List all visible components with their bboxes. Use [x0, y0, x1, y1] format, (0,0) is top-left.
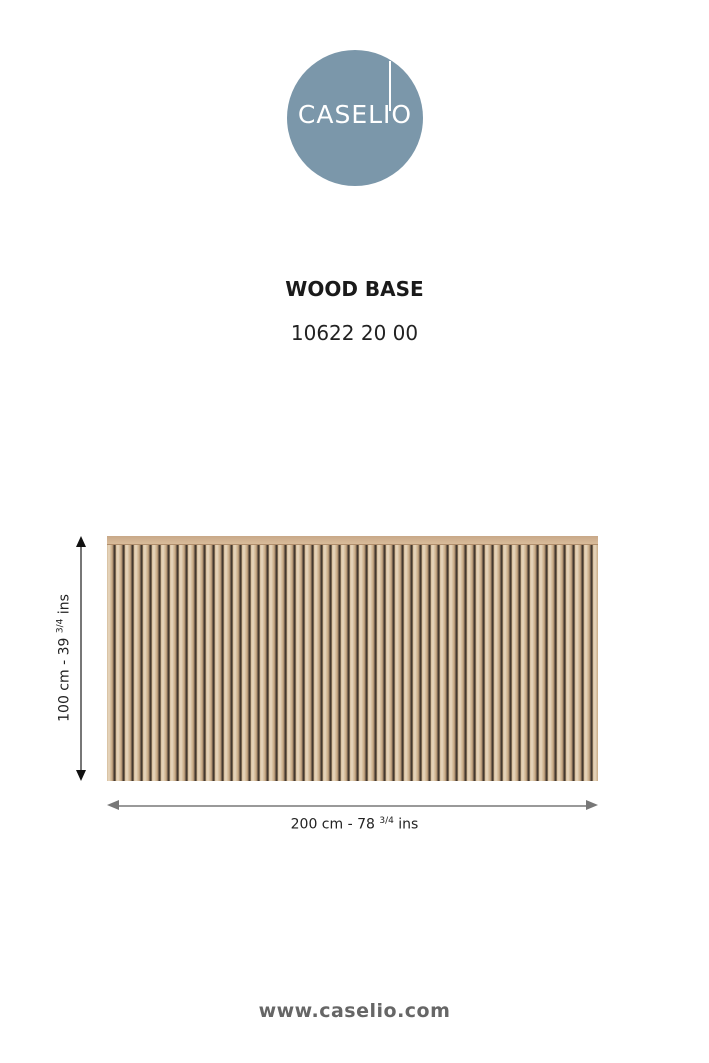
- logo-accent-line: [389, 61, 391, 111]
- width-unit: ins: [398, 816, 419, 833]
- logo-text: CASELIO: [297, 100, 413, 129]
- height-fraction: 3/4: [55, 618, 66, 634]
- height-dimension-line: [80, 545, 82, 771]
- wallpaper-top-band: [107, 536, 598, 545]
- arrow-left-icon: [107, 800, 119, 810]
- product-name: WOOD BASE: [285, 277, 424, 301]
- height-label: 100 cm - 39 3/4 ins: [56, 594, 73, 722]
- width-value: 200 cm - 78: [290, 816, 375, 833]
- height-unit: ins: [56, 594, 73, 615]
- width-dimension-line: [117, 805, 588, 807]
- width-label: 200 cm - 78 3/4 ins: [0, 816, 709, 833]
- width-fraction: 3/4: [379, 816, 394, 826]
- website-url[interactable]: www.caselio.com: [258, 1000, 451, 1022]
- arrow-right-icon: [586, 800, 598, 810]
- arrow-down-icon: [76, 770, 86, 781]
- arrow-up-icon: [76, 536, 86, 547]
- height-value: 100 cm - 39: [56, 637, 73, 722]
- product-code: 10622 20 00: [290, 321, 419, 345]
- wallpaper-preview-image: [107, 536, 598, 781]
- caselio-logo: CASELIO: [287, 50, 423, 186]
